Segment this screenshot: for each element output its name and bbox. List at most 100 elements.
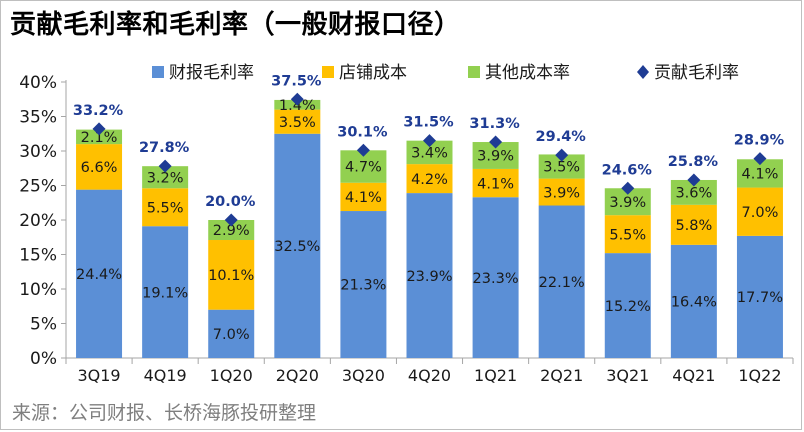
data-label-financial: 17.7%	[737, 290, 783, 306]
marker-point	[158, 159, 172, 173]
marker-label: 29.4%	[536, 129, 587, 145]
data-label-financial: 24.4%	[76, 267, 122, 283]
data-label-other: 3.5%	[543, 160, 580, 176]
data-label-other: 3.9%	[609, 195, 646, 211]
data-label-store: 3.9%	[543, 185, 580, 201]
marker-label: 33.2%	[73, 103, 124, 119]
legend-swatch-2	[468, 66, 480, 78]
data-label-store: 4.1%	[345, 190, 382, 206]
y-tick-label: 15%	[19, 246, 57, 266]
data-label-store: 3.5%	[279, 115, 316, 131]
marker-point	[489, 135, 503, 149]
x-tick-label: 4Q20	[408, 366, 451, 385]
bar-segment-financial	[274, 133, 321, 358]
marker-point	[753, 152, 767, 166]
data-label-other: 1.4%	[279, 98, 316, 114]
bar-segment-store	[538, 178, 585, 206]
marker-point	[555, 148, 569, 162]
data-label-other: 2.9%	[213, 223, 250, 239]
marker-point	[92, 122, 106, 136]
marker-label: 20.0%	[205, 194, 256, 210]
x-tick-label: 2Q21	[540, 366, 583, 385]
bar-segment-other	[208, 220, 255, 241]
x-tick-label: 1Q20	[210, 366, 253, 385]
marker-point	[423, 134, 436, 148]
marker-point	[224, 213, 238, 227]
marker-label: 31.3%	[469, 116, 520, 132]
bar-segment-financial	[736, 235, 783, 358]
marker-label: 27.8%	[139, 140, 190, 156]
bar-segment-store	[208, 240, 255, 310]
marker-point	[687, 173, 701, 187]
bar-segment-store	[406, 164, 453, 194]
bar-segment-financial	[538, 205, 585, 358]
x-tick-label: 2Q20	[276, 366, 319, 385]
y-tick-label: 25%	[19, 177, 57, 197]
marker-label: 28.9%	[734, 133, 785, 149]
data-label-store: 5.5%	[609, 227, 646, 243]
marker-label: 25.8%	[668, 154, 719, 170]
data-label-financial: 19.1%	[142, 285, 188, 301]
x-tick-label: 1Q21	[474, 366, 517, 385]
data-label-store: 5.8%	[675, 218, 712, 234]
data-label-financial: 16.4%	[671, 295, 717, 311]
data-label-other: 3.6%	[675, 186, 712, 202]
bar-segment-store	[736, 187, 783, 236]
data-label-financial: 21.3%	[340, 278, 386, 294]
data-label-other: 2.1%	[81, 130, 118, 146]
marker-point	[621, 181, 635, 195]
data-label-other: 3.2%	[147, 170, 184, 186]
data-label-financial: 32.5%	[274, 239, 320, 255]
x-tick-label: 3Q21	[606, 366, 649, 385]
y-tick-label: 10%	[19, 280, 57, 300]
bar-segment-store	[76, 144, 123, 190]
marker-label: 24.6%	[602, 162, 653, 178]
legend-swatch-0	[152, 66, 164, 78]
bar-segment-store	[340, 182, 387, 212]
marker-point	[356, 143, 370, 157]
x-tick-label: 3Q19	[77, 366, 120, 385]
bar-segment-store	[472, 168, 519, 198]
bar-segment-store	[604, 215, 651, 254]
legend-label-3: 贡献毛利率	[654, 63, 739, 83]
bar-segment-financial	[472, 197, 519, 358]
data-label-financial: 22.1%	[539, 275, 585, 291]
marker-label: 37.5%	[271, 73, 322, 89]
bar-segment-store	[274, 109, 321, 134]
x-tick-label: 4Q19	[144, 366, 187, 385]
source-note: 来源：公司财报、长桥海豚投研整理	[12, 402, 317, 424]
bar-segment-financial	[670, 244, 717, 358]
bar-segment-financial	[406, 193, 453, 358]
y-tick-label: 5%	[30, 315, 57, 335]
data-label-financial: 15.2%	[605, 299, 651, 315]
data-label-store: 5.5%	[147, 200, 184, 216]
bar-segment-financial	[340, 211, 387, 358]
legend-swatch-1	[322, 66, 334, 78]
legend-marker-3	[637, 65, 649, 79]
legend-label-0: 财报毛利率	[169, 63, 254, 83]
data-label-store: 10.1%	[208, 268, 254, 284]
chart-title: 贡献毛利率和毛利率（一般财报口径）	[10, 10, 461, 40]
bar-segment-financial	[604, 253, 651, 358]
y-tick-label: 30%	[19, 142, 57, 162]
bar-segment-financial	[142, 226, 189, 358]
y-tick-label: 20%	[19, 211, 57, 231]
x-tick-label: 3Q20	[342, 366, 385, 385]
y-tick-label: 0%	[30, 349, 57, 369]
data-label-store: 6.6%	[81, 160, 118, 176]
bar-segment-other	[142, 166, 189, 189]
data-label-financial: 7.0%	[213, 327, 250, 343]
bar-segment-other	[406, 140, 453, 165]
y-tick-label: 35%	[19, 108, 57, 128]
x-tick-label: 4Q21	[672, 366, 715, 385]
y-tick-label: 40%	[19, 73, 57, 93]
bar-segment-financial	[208, 309, 255, 358]
data-label-store: 4.2%	[411, 172, 448, 188]
x-tick-label: 1Q22	[738, 366, 781, 385]
marker-label: 31.5%	[403, 115, 454, 131]
data-label-financial: 23.9%	[406, 269, 452, 285]
bar-segment-store	[670, 204, 717, 245]
bar-segment-other	[76, 129, 123, 145]
